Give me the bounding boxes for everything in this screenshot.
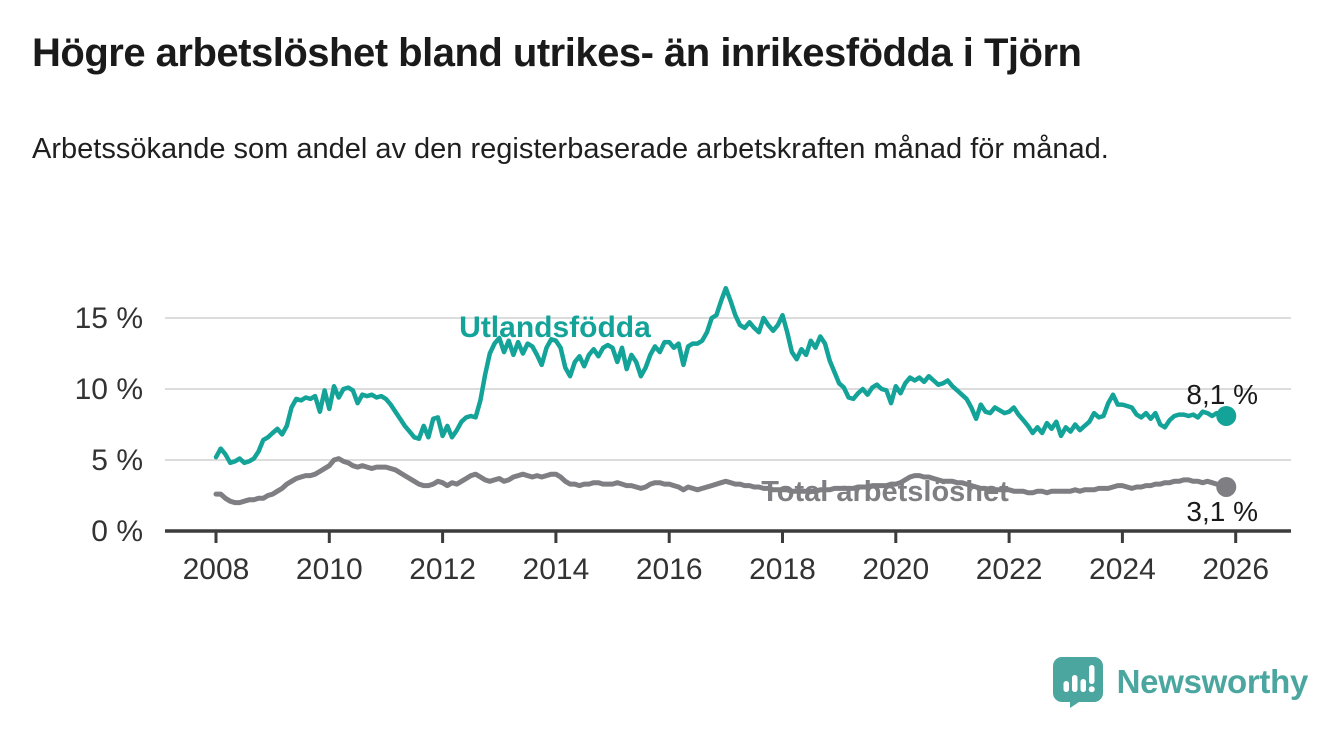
y-tick-label: 10 % xyxy=(75,373,143,406)
x-tick-label: 2020 xyxy=(862,553,929,586)
series-end-dot-total xyxy=(1216,476,1237,497)
x-tick-label: 2016 xyxy=(636,553,703,586)
newsworthy-logo-icon xyxy=(1052,657,1103,708)
x-tick-label: 2026 xyxy=(1202,553,1269,586)
x-tick-label: 2010 xyxy=(296,553,363,586)
series-line-utlandsfodda xyxy=(213,285,1229,466)
series-end-dot-utlandsfodda xyxy=(1216,405,1237,426)
x-tick-label: 2014 xyxy=(523,553,590,586)
y-tick-label: 0 % xyxy=(91,515,143,548)
series-label-total: Total arbetslöshet xyxy=(761,476,1009,508)
y-tick-label: 5 % xyxy=(91,444,143,477)
x-tick-label: 2024 xyxy=(1089,553,1156,586)
newsworthy-logo: Newsworthy xyxy=(1052,656,1308,708)
x-tick-label: 2012 xyxy=(409,553,476,586)
line-chart: 2008 2010 2012 2014 2016 2018 2020 2022 2024 2026… xyxy=(75,285,1291,586)
end-value-label-utlandsfodda: 8,1 % xyxy=(1186,379,1258,410)
series-line-total xyxy=(213,456,1229,506)
x-tick-label: 2018 xyxy=(749,553,816,586)
end-value-label-total: 3,1 % xyxy=(1186,496,1258,527)
x-tick-label: 2008 xyxy=(183,553,250,586)
y-tick-label: 15 % xyxy=(75,302,143,335)
newsworthy-logo-text: Newsworthy xyxy=(1116,663,1309,700)
chart-title: Högre arbetslöshet bland utrikes- än inr… xyxy=(32,31,1082,75)
x-tick-label: 2022 xyxy=(976,553,1043,586)
series-label-utlandsfodda: Utlandsfödda xyxy=(459,311,651,344)
chart-subtitle: Arbetssökande som andel av den registerb… xyxy=(32,133,1109,165)
